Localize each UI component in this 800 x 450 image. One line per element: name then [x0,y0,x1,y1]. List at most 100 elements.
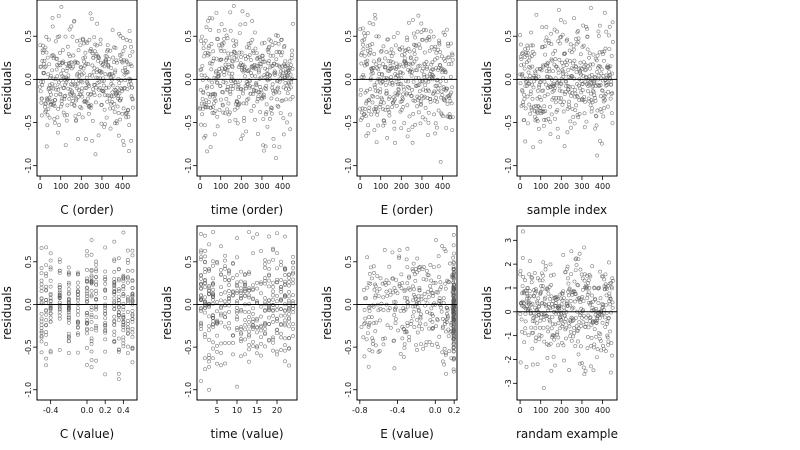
residual-point [435,317,440,322]
residual-point [110,90,115,95]
y-tick-label: 3 [504,238,513,243]
residual-point [287,324,291,329]
y-axis-label: residuals [320,286,334,340]
residual-point [361,47,366,51]
residual-point [66,271,71,276]
residual-point [552,86,557,90]
residual-point [54,92,58,97]
residual-point [121,36,126,41]
residual-point [527,302,531,307]
residual-point [386,108,391,112]
residual-point [279,322,283,326]
residual-point [541,260,546,265]
residual-point [201,46,206,51]
y-tick-label: -1.0 [24,382,33,398]
residual-point [560,324,565,329]
residual-point [405,134,410,139]
residual-point [554,295,559,299]
residual-point [91,90,96,95]
residual-point [564,325,569,330]
residual-point [549,31,553,36]
residual-point [576,352,581,357]
residual-point [525,296,530,301]
residual-point [377,318,382,323]
residual-point [249,108,254,113]
residual-point [373,293,378,298]
residual-point [562,358,567,363]
residual-point [48,267,53,272]
residual-point [410,314,415,319]
residual-point [85,331,89,336]
residual-point [375,95,380,100]
residual-point [405,299,410,304]
residual-point [229,76,234,81]
residual-point [451,271,456,276]
residual-point [578,300,583,304]
residual-point [553,100,558,105]
residual-point [235,384,239,389]
residual-point [550,315,555,320]
residual-point [539,98,544,102]
residual-point [445,314,450,318]
residual-point [44,288,48,293]
residual-point [390,82,395,87]
residual-point [587,290,591,295]
residual-point [76,270,80,275]
residual-point [94,315,98,320]
residual-point [207,100,211,104]
residual-point [248,41,253,45]
residual-point [569,249,574,254]
residual-point [94,328,98,333]
residual-point [562,296,566,301]
residual-point [405,35,409,40]
residual-point [271,248,275,253]
residual-point [278,69,283,74]
residual-point [597,285,601,290]
residual-point [214,10,219,15]
residual-point [290,21,295,26]
residual-point [437,334,442,339]
residual-point [587,286,592,290]
residual-point [211,276,215,281]
residual-point [267,298,271,303]
x-tick-label: 400 [275,182,290,191]
residual-point [287,363,291,368]
residual-point [199,276,203,281]
residual-point [368,87,373,92]
residual-point [39,278,44,283]
residual-point [600,302,605,306]
residual-point [363,320,368,325]
residual-point [418,315,423,319]
residual-point [283,294,287,299]
residual-point [417,89,422,94]
residual-point [432,112,436,117]
residual-point [127,149,131,153]
residual-point [527,272,532,277]
residual-point [581,287,585,292]
residual-point [556,321,561,325]
residual-point [43,45,48,50]
residual-point [610,40,615,44]
residual-point [441,296,446,301]
residual-point [116,298,121,303]
residual-point [434,50,439,55]
residual-point [382,280,387,285]
residual-point [609,341,614,345]
residual-point [387,95,392,99]
residual-point [40,83,45,88]
residual-point [436,264,441,269]
residual-point [531,316,536,320]
residual-point [120,89,124,93]
residual-point [392,286,397,290]
residual-point [554,109,559,114]
residual-point [402,342,407,347]
residual-point [57,307,62,312]
residual-point [586,281,590,286]
residual-point [281,85,286,90]
residual-point [263,281,267,286]
residual-point [95,80,100,85]
residual-point [247,324,251,329]
residual-point [235,280,239,285]
residual-point [280,73,284,78]
residual-point [250,85,255,89]
